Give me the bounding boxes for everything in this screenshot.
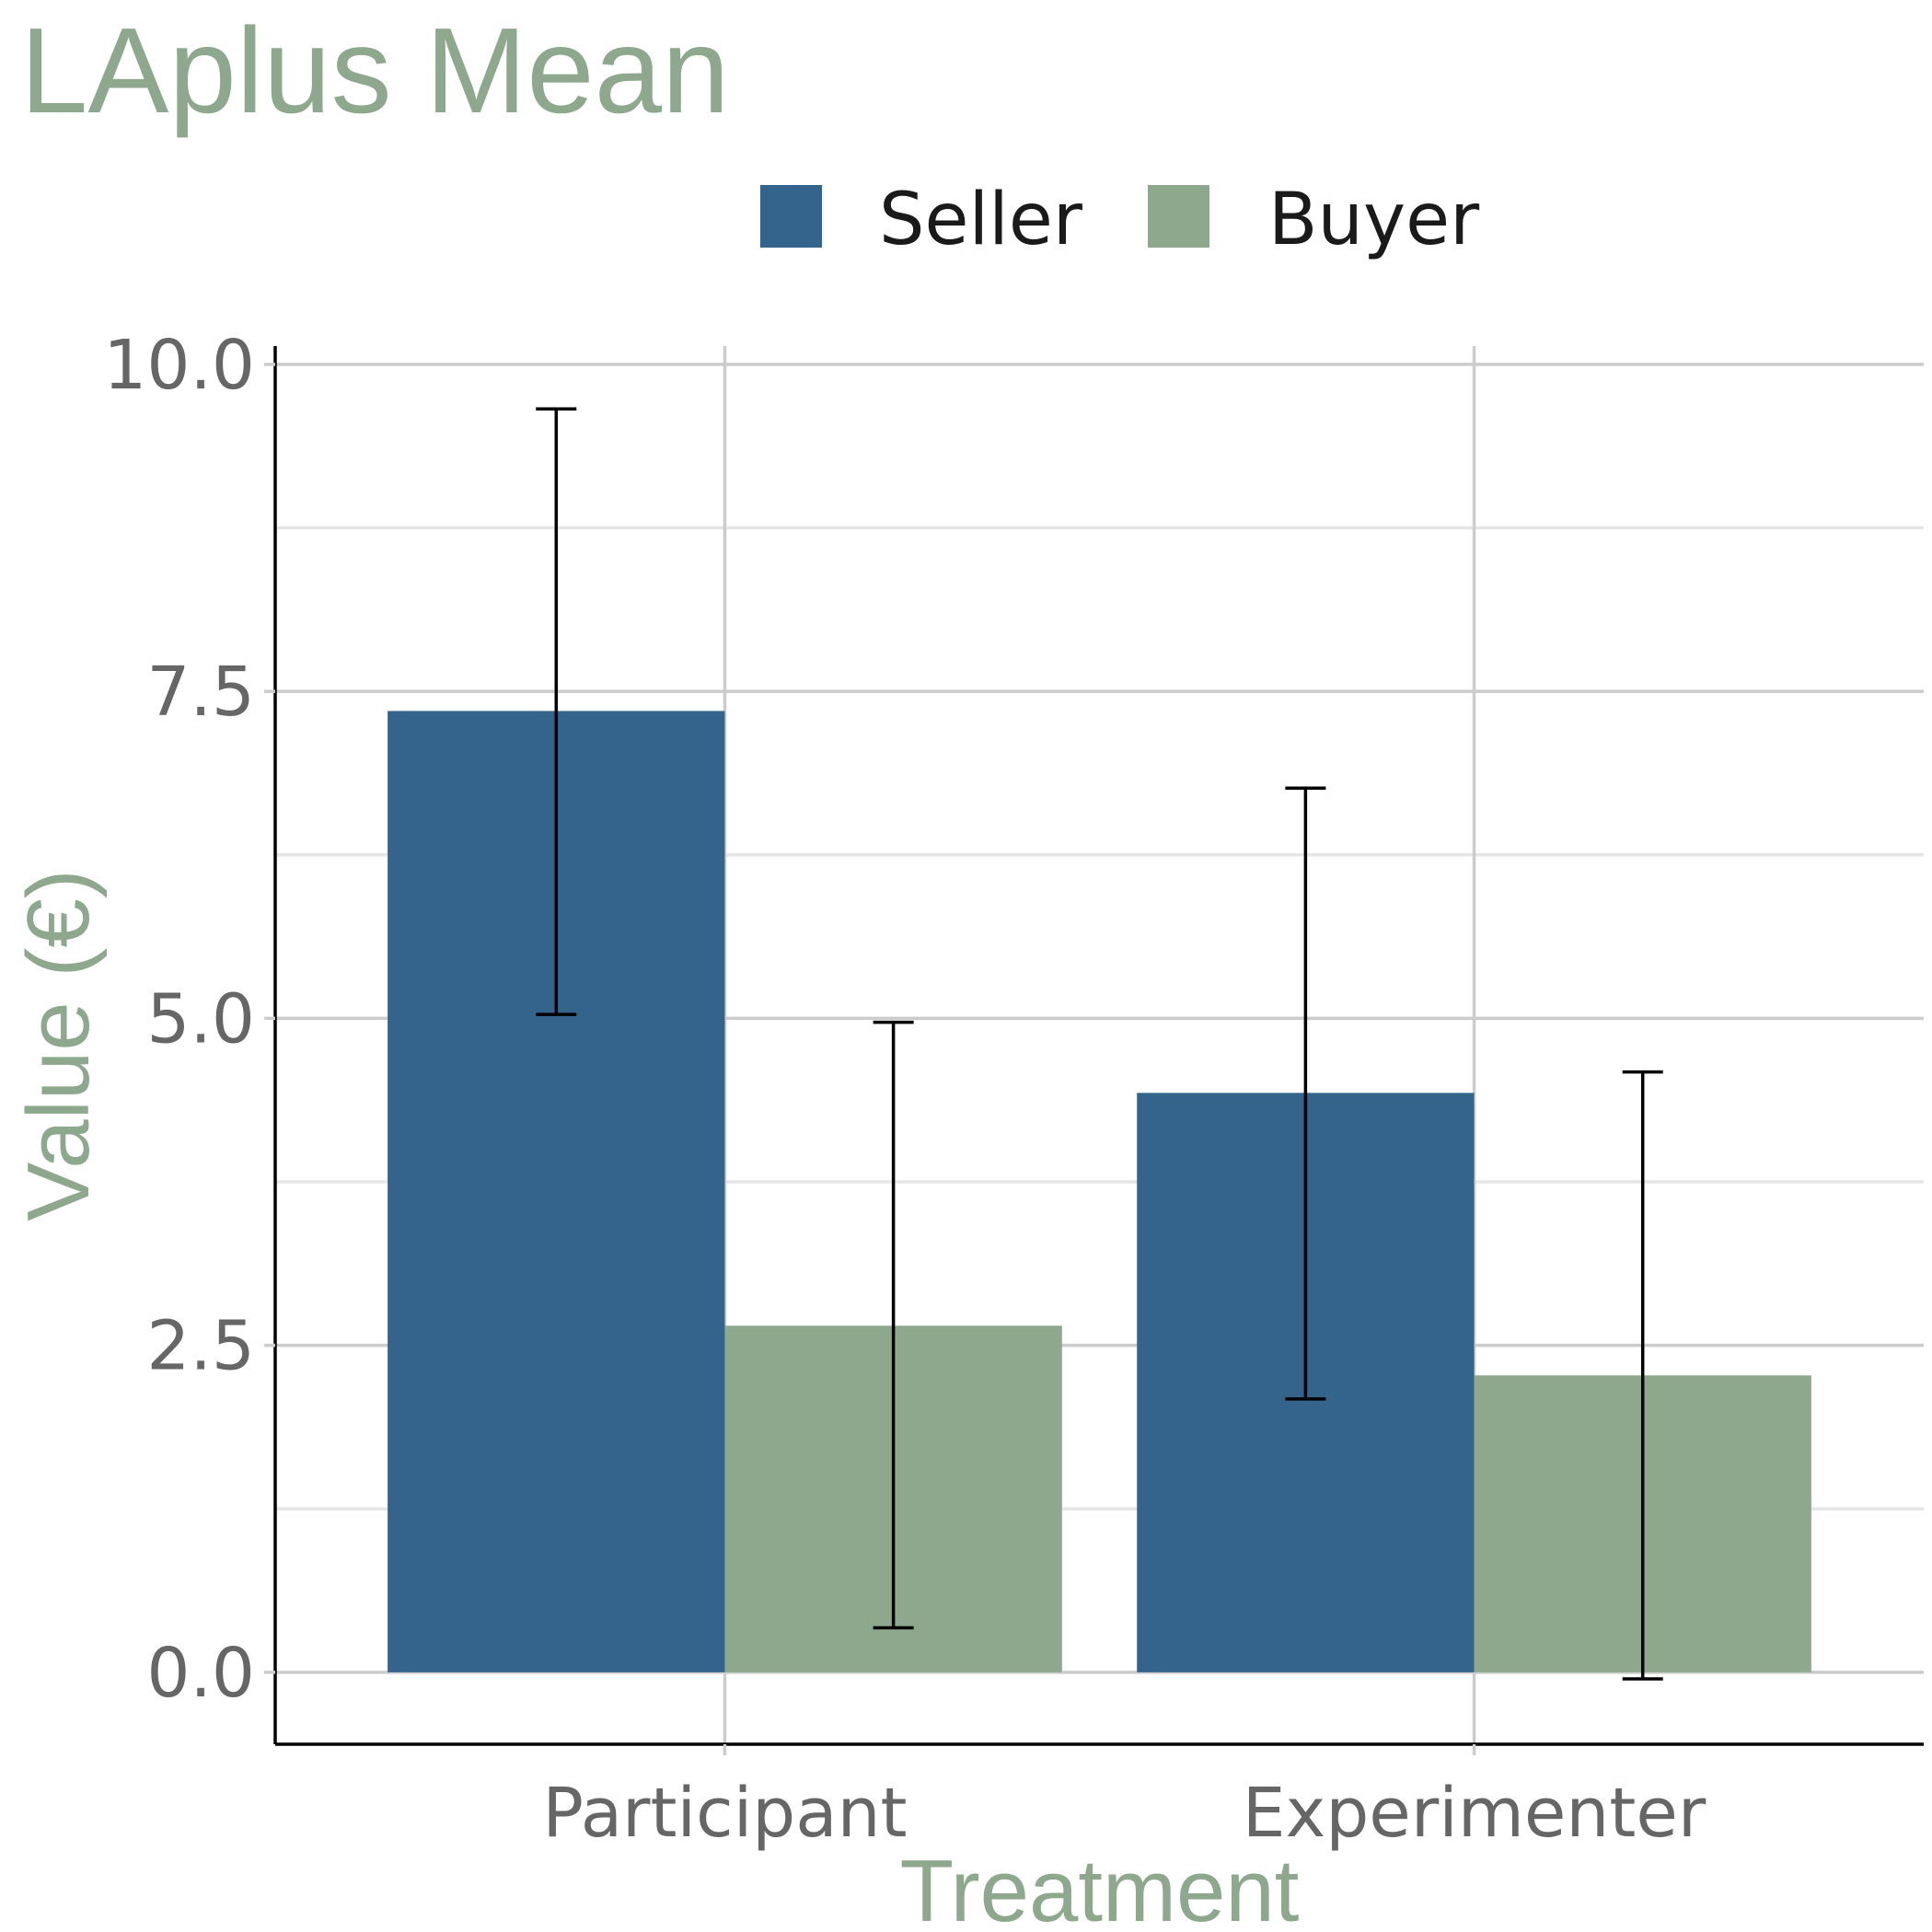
y-tick-label: 7.5 <box>146 653 255 732</box>
error-bar-buyer-participant <box>873 1020 914 1630</box>
x-axis-title: Treatment <box>900 1842 1300 1932</box>
error-bar-seller-participant <box>536 407 577 1016</box>
y-tick-label: 10.0 <box>103 326 255 405</box>
y-axis-ticks: 0.0 2.5 5.0 7.5 10.0 <box>103 326 275 1713</box>
y-tick-label: 0.0 <box>146 1634 255 1713</box>
legend-swatch-seller <box>760 185 822 248</box>
chart-title: LAplus Mean <box>20 3 729 138</box>
legend: Seller Buyer <box>760 179 1480 261</box>
x-tick-label-participant: Participant <box>542 1774 907 1853</box>
error-bar-seller-experimenter <box>1285 786 1326 1401</box>
legend-swatch-buyer <box>1148 185 1209 248</box>
y-tick-label: 5.0 <box>146 979 255 1059</box>
y-tick-label: 2.5 <box>146 1307 255 1386</box>
legend-label-buyer: Buyer <box>1268 179 1480 261</box>
y-axis-title: Value (€) <box>9 869 108 1221</box>
legend-label-seller: Seller <box>879 179 1083 261</box>
x-tick-label-experimenter: Experimenter <box>1243 1774 1706 1853</box>
error-bars <box>536 407 1663 1681</box>
error-bar-buyer-experimenter <box>1622 1070 1663 1681</box>
x-axis-ticks: Participant Experimenter <box>542 1744 1706 1853</box>
